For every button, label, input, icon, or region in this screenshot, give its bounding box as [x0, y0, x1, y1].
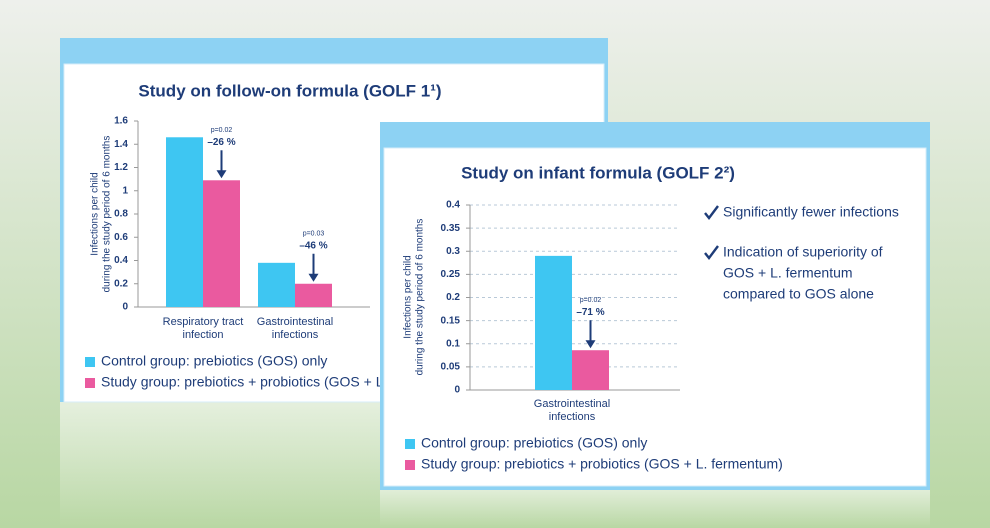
- p-value: p=0.02: [580, 297, 602, 304]
- y-tick-label: 1.6: [114, 116, 128, 127]
- reflection: [380, 490, 930, 528]
- y-tick-label: 0.05: [441, 362, 461, 373]
- y-tick-label: 0.8: [114, 209, 128, 220]
- legend-label: Study group: prebiotics + probiotics (GO…: [101, 374, 463, 390]
- y-tick-label: 0.15: [441, 315, 461, 326]
- bar: [166, 137, 203, 307]
- y-tick-label: 0.4: [114, 255, 128, 266]
- arrow-head: [308, 273, 319, 282]
- chart-title: Study on follow-on formula (GOLF 1¹): [138, 81, 441, 100]
- y-tick-label: 0: [454, 385, 460, 396]
- y-tick-label: 1: [122, 185, 128, 196]
- arrow-head: [585, 340, 596, 349]
- bar: [295, 283, 332, 307]
- note-text: Significantly fewer infections: [723, 204, 899, 220]
- y-tick-label: 1.4: [114, 139, 128, 150]
- x-tick-label: Gastrointestinal infections: [533, 398, 611, 423]
- arrow-head: [216, 170, 227, 179]
- note-text: Indication of superiority of: [723, 244, 883, 260]
- note-text: compared to GOS alone: [723, 286, 874, 302]
- y-tick-label: 1.2: [114, 162, 128, 173]
- y-tick-label: 0.6: [114, 232, 128, 243]
- card-panel: [383, 147, 927, 487]
- x-tick-label: Respiratory tract infection: [162, 316, 244, 341]
- y-tick-label: 0: [122, 302, 128, 313]
- chart-title: Study on infant formula (GOLF 2²): [461, 163, 735, 182]
- bar: [203, 180, 240, 307]
- bar: [535, 255, 572, 390]
- p-value: p=0.02: [211, 127, 233, 134]
- change-label: –46 %: [299, 240, 327, 251]
- check-icon: [704, 205, 719, 220]
- y-tick-label: 0.25: [441, 269, 461, 280]
- legend-swatch: [85, 378, 95, 388]
- legend-swatch: [85, 357, 95, 367]
- legend-label: Control group: prebiotics (GOS) only: [421, 435, 647, 451]
- legend-label: Study group: prebiotics + probiotics (GO…: [421, 456, 783, 472]
- y-axis-label: during the study period of 6 months: [415, 219, 426, 376]
- bar: [258, 262, 295, 307]
- check-icon: [704, 245, 719, 260]
- p-value: p=0.03: [303, 231, 325, 238]
- y-tick-label: 0.35: [441, 223, 461, 234]
- legend-label: Control group: prebiotics (GOS) only: [101, 353, 327, 369]
- y-tick-label: 0.4: [446, 200, 460, 211]
- x-tick-label-box: Gastrointestinal infections: [533, 398, 611, 423]
- x-tick-label: Gastrointestinal infections: [256, 316, 334, 341]
- x-tick-label-box: Gastrointestinal infections: [256, 316, 334, 341]
- note-text: GOS + L. fermentum: [723, 265, 853, 281]
- y-tick-label: 0.1: [446, 338, 460, 349]
- legend-swatch: [405, 460, 415, 470]
- reflection: [60, 402, 380, 528]
- change-label: –71 %: [576, 307, 604, 318]
- y-tick-label: 0.2: [114, 278, 128, 289]
- legend-swatch: [405, 439, 415, 449]
- card: Study on infant formula (GOLF 2²) Infecti…: [380, 122, 930, 490]
- y-tick-label: 0.2: [446, 292, 460, 303]
- bar: [572, 350, 609, 390]
- y-tick-label: 0.3: [446, 246, 460, 257]
- y-axis-label: during the study period of 6 months: [102, 136, 113, 293]
- x-tick-label-box: Respiratory tract infection: [162, 316, 244, 341]
- y-axis-label: Infections per child: [403, 255, 414, 338]
- y-axis-label: Infections per child: [90, 172, 101, 255]
- change-label: –26 %: [207, 137, 235, 148]
